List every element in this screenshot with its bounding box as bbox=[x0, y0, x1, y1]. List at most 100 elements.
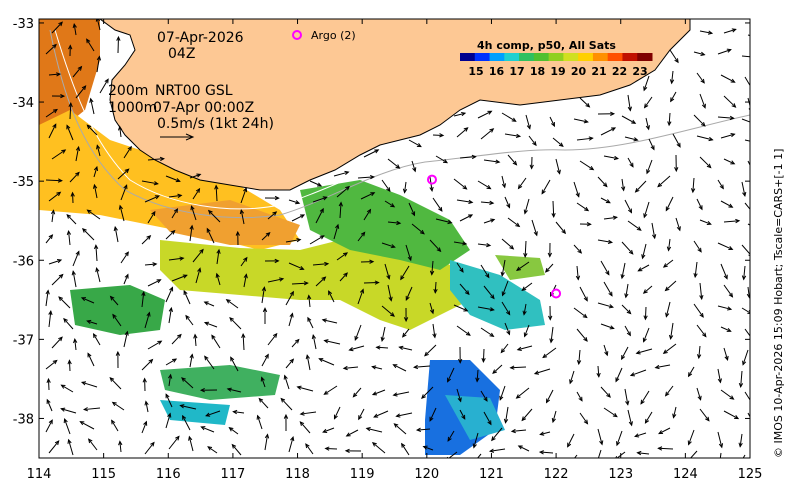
current-arrow-head bbox=[167, 373, 173, 379]
current-arrow-head bbox=[215, 272, 220, 278]
current-arrow bbox=[693, 240, 702, 253]
current-arrow bbox=[696, 387, 702, 400]
current-arrow bbox=[621, 115, 636, 124]
current-arrow-head bbox=[471, 154, 477, 160]
current-arrow bbox=[555, 158, 561, 174]
current-arrow bbox=[459, 214, 473, 222]
current-arrow-head bbox=[471, 462, 475, 466]
current-arrow bbox=[300, 411, 317, 415]
current-arrow bbox=[61, 408, 77, 414]
current-arrow-head bbox=[390, 203, 396, 208]
current-arrow bbox=[141, 421, 147, 434]
current-arrow-head bbox=[371, 442, 377, 447]
current-arrow bbox=[46, 399, 53, 412]
current-arrow-head bbox=[203, 321, 210, 326]
current-arrow-head bbox=[402, 332, 407, 338]
current-arrow bbox=[483, 411, 492, 425]
current-arrow-head bbox=[57, 258, 63, 264]
current-arrow bbox=[480, 327, 494, 337]
current-arrow bbox=[339, 202, 342, 219]
current-arrow bbox=[651, 222, 656, 239]
current-arrow-head bbox=[511, 117, 517, 122]
current-arrow bbox=[384, 263, 390, 279]
current-arrow-head bbox=[421, 394, 426, 399]
current-arrow bbox=[357, 176, 374, 179]
current-arrow-head bbox=[490, 218, 496, 223]
current-arrow bbox=[243, 274, 247, 288]
current-arrow-head bbox=[670, 97, 675, 103]
current-arrow-head bbox=[615, 377, 620, 383]
current-arrow bbox=[603, 281, 613, 296]
current-arrow bbox=[182, 415, 191, 431]
current-arrow-head bbox=[413, 364, 419, 370]
current-arrow bbox=[480, 128, 494, 140]
sst-yellow-main bbox=[160, 240, 470, 330]
current-arrow bbox=[399, 346, 413, 351]
current-arrow-head bbox=[749, 403, 750, 404]
current-arrow-head bbox=[693, 273, 698, 279]
current-arrow-head bbox=[141, 290, 146, 297]
current-arrow-head bbox=[386, 274, 391, 280]
current-arrow-head bbox=[463, 307, 469, 312]
current-arrow-head bbox=[690, 188, 696, 194]
current-arrow bbox=[216, 273, 221, 286]
current-arrow bbox=[411, 223, 425, 235]
current-arrow bbox=[693, 114, 706, 127]
current-arrow bbox=[309, 235, 325, 245]
current-arrow bbox=[670, 91, 677, 102]
current-arrow-head bbox=[461, 414, 466, 420]
current-arrow bbox=[81, 297, 95, 304]
current-arrow bbox=[189, 354, 193, 368]
current-arrow-head bbox=[544, 267, 550, 273]
current-arrow-head bbox=[370, 192, 376, 197]
current-arrow-head bbox=[87, 352, 92, 358]
current-arrow bbox=[336, 252, 348, 261]
current-arrow bbox=[147, 340, 162, 350]
current-arrow-head bbox=[687, 372, 693, 378]
current-arrow bbox=[93, 166, 98, 178]
current-arrow-head bbox=[199, 388, 205, 393]
current-arrow-head bbox=[483, 396, 488, 402]
current-arrow bbox=[96, 145, 101, 157]
current-arrow-head bbox=[299, 265, 305, 270]
current-arrow bbox=[518, 445, 530, 452]
current-arrow bbox=[211, 335, 221, 349]
current-arrow bbox=[45, 419, 53, 433]
current-arrow bbox=[550, 326, 554, 343]
current-arrow-head bbox=[283, 374, 288, 380]
current-arrow-head bbox=[416, 143, 422, 148]
current-arrow-head bbox=[676, 226, 681, 232]
current-arrow-head bbox=[169, 286, 174, 292]
current-arrow-head bbox=[429, 186, 434, 193]
current-arrow bbox=[699, 219, 711, 225]
current-arrow-head bbox=[485, 273, 490, 279]
current-arrow bbox=[112, 314, 122, 327]
current-arrow bbox=[534, 368, 551, 375]
current-arrow bbox=[69, 172, 80, 183]
current-arrow bbox=[141, 359, 153, 371]
current-arrow bbox=[693, 303, 704, 318]
argo-floats bbox=[426, 174, 562, 299]
current-arrow-head bbox=[156, 279, 162, 284]
current-arrow bbox=[501, 238, 514, 250]
current-arrow-head bbox=[54, 440, 60, 446]
current-arrow-head bbox=[151, 210, 156, 216]
current-arrow bbox=[411, 160, 416, 172]
current-arrow bbox=[288, 262, 304, 270]
current-arrow bbox=[189, 173, 201, 179]
current-arrow-head bbox=[143, 420, 148, 426]
current-arrow bbox=[480, 264, 490, 278]
current-arrow-head bbox=[189, 353, 194, 359]
current-arrow bbox=[147, 211, 156, 224]
current-arrow-head bbox=[205, 412, 211, 417]
current-arrow bbox=[45, 109, 58, 118]
current-arrow-head bbox=[279, 277, 285, 282]
current-arrow-head bbox=[615, 456, 618, 458]
lat-tick-label: -37 bbox=[13, 333, 34, 348]
current-arrow-head bbox=[549, 338, 554, 344]
current-arrow bbox=[226, 299, 239, 309]
current-arrow bbox=[523, 303, 527, 315]
current-arrow-head bbox=[626, 309, 632, 315]
current-arrow bbox=[325, 447, 338, 450]
lat-tick-label: -33 bbox=[13, 17, 34, 32]
